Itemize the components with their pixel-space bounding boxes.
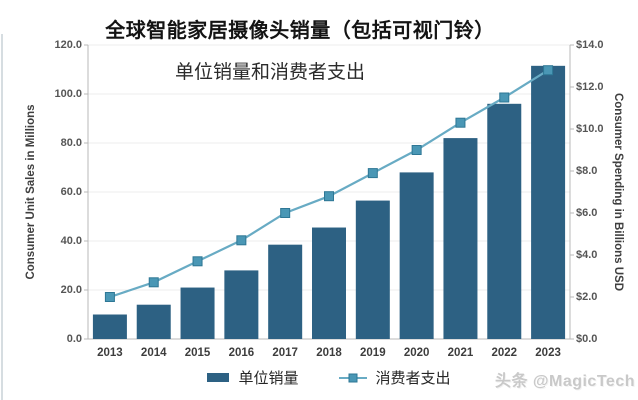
line-marker-2013 (104, 292, 115, 302)
bar-2015 (180, 287, 215, 339)
bar-2020 (399, 172, 434, 339)
bar-2019 (355, 200, 390, 339)
x-axis-label-2017: 2017 (272, 347, 298, 359)
bar-2014 (136, 304, 171, 339)
line-marker-2014 (148, 277, 159, 288)
right-axis-tick: $8.0 (576, 165, 598, 177)
right-axis-tick: $6.0 (576, 207, 598, 219)
legend-item-spending: 消费者支出 (338, 367, 451, 388)
line-marker-2022 (499, 92, 510, 103)
right-axis-tick: $10.0 (576, 123, 604, 135)
line-marker-2023 (543, 65, 554, 76)
line-marker-2018 (324, 191, 334, 202)
x-axis-label-2013: 2013 (97, 347, 123, 359)
bar-2017 (268, 244, 303, 339)
right-axis-tick: $0.0 (576, 333, 598, 345)
left-axis-tick: 20.0 (60, 284, 82, 296)
chart-subtitle: 单位销量和消费者支出 (174, 62, 365, 83)
left-edge-artifact (1, 34, 3, 400)
bar-series-swatch (207, 373, 230, 382)
bar-2021 (443, 138, 478, 339)
line-marker-2020 (411, 145, 422, 155)
x-axis-label-2018: 2018 (316, 347, 342, 359)
left-axis-tick: 60.0 (60, 186, 82, 198)
line-marker-2015 (192, 256, 203, 267)
x-axis-label-2022: 2022 (491, 347, 518, 359)
x-axis-label-2015: 2015 (184, 347, 211, 359)
bar-2013 (92, 314, 127, 339)
left-axis-tick: 80.0 (60, 137, 82, 149)
x-axis-label-2021: 2021 (447, 347, 474, 359)
legend-item-unit-sales: 单位销量 (207, 367, 299, 388)
left-axis-tick: 100.0 (54, 88, 82, 100)
x-axis-label-2020: 2020 (403, 347, 430, 359)
right-axis-tick: $2.0 (576, 291, 598, 303)
line-series-swatch (338, 373, 367, 382)
left-axis-tick: 40.0 (60, 235, 82, 247)
bar-2018 (312, 227, 346, 339)
left-axis-tick: 0.0 (66, 333, 82, 345)
right-axis-tick: $12.0 (576, 81, 604, 93)
x-axis-label-2019: 2019 (360, 347, 386, 359)
line-marker-2019 (367, 168, 378, 179)
x-axis-label-2014: 2014 (140, 347, 167, 359)
bar-2016 (224, 270, 259, 339)
right-axis-tick: $4.0 (576, 249, 598, 261)
legend: 单位销量 消费者支出 (88, 367, 570, 388)
bar-2022 (487, 103, 522, 339)
line-marker-swatch (348, 373, 357, 382)
bar-2023 (531, 65, 566, 339)
left-axis-tick: 120.0 (54, 39, 82, 51)
line-marker-2017 (280, 208, 291, 218)
watermark: 头条 @MagicTech (494, 373, 635, 390)
x-axis-label-2023: 2023 (535, 347, 561, 359)
legend-label-spending: 消费者支出 (375, 370, 451, 387)
chart-title: 全球智能家居摄像头销量（包括可视门铃） (105, 20, 495, 42)
legend-label-unit-sales: 单位销量 (238, 370, 299, 387)
right-axis-tick: $14.0 (576, 39, 604, 51)
line-marker-2021 (455, 117, 466, 128)
x-axis-label-2016: 2016 (228, 347, 255, 359)
line-marker-2016 (236, 235, 247, 246)
